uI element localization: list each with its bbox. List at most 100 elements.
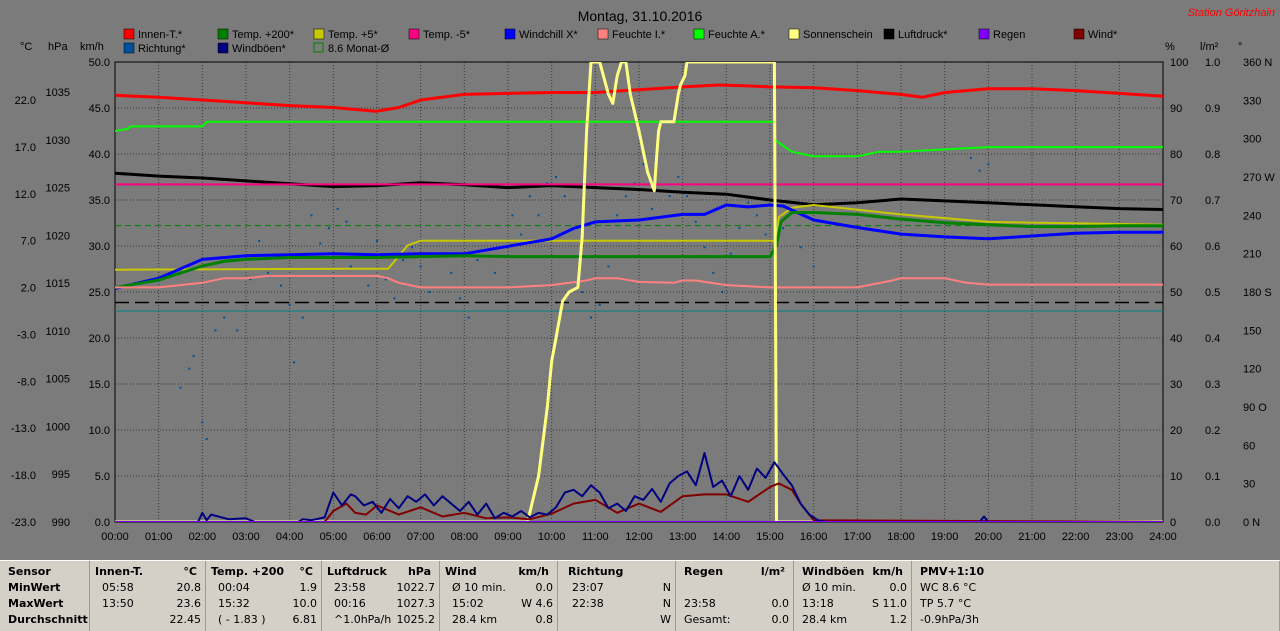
summary-col-unit: °C [299, 565, 313, 578]
tick-label-time: 19:00 [931, 531, 959, 543]
direction-dot [511, 214, 514, 217]
direction-dot [987, 163, 990, 166]
tick-label-hpa: 990 [52, 517, 70, 529]
tick-label-kmh: 25.0 [89, 287, 110, 299]
chart-area: Montag, 31.10.2016 Station Göritzhain °C hP… [0, 0, 1280, 560]
legend-label: Windchill X* [519, 29, 578, 41]
direction-dot [677, 176, 680, 178]
legend-swatch [504, 28, 516, 40]
summary-col-unit: km/h [518, 565, 549, 578]
tick-label-degree: 0 N [1243, 517, 1260, 529]
direction-dot [764, 233, 767, 236]
tick-label-time: 07:00 [407, 531, 435, 543]
summary-avg-time: 28.4 km [452, 613, 498, 626]
direction-dot [616, 214, 619, 217]
legend-swatch [597, 28, 609, 40]
summary-max-time: 22:38 [572, 597, 604, 610]
direction-dot [589, 316, 592, 319]
tick-label-degree: 180 S [1243, 287, 1272, 299]
summary-avg-time: Gesamt: [684, 613, 731, 626]
tick-label-percent: 40 [1170, 333, 1182, 345]
direction-dot [223, 316, 226, 319]
tick-label-time: 08:00 [451, 531, 479, 543]
summary-max-value: 1027.3 [396, 597, 436, 610]
summary-max-value: 10.0 [292, 597, 318, 610]
tick-label-degree: 330 [1243, 95, 1261, 107]
tick-label-percent: 90 [1170, 103, 1182, 115]
tick-label-rain: 0.0 [1205, 517, 1220, 529]
direction-dot [310, 214, 313, 217]
tick-label-degree: 270 W [1243, 172, 1275, 184]
direction-dot [192, 354, 195, 357]
direction-dot [279, 284, 282, 287]
plot-series-group [115, 62, 1163, 522]
tick-label-time: 16:00 [800, 531, 828, 543]
series-line [115, 204, 1163, 271]
direction-dot [642, 163, 645, 166]
summary-col-sensor: Sensor MinWert MaxWert Durchschnitt [0, 561, 90, 631]
direction-dot [520, 233, 523, 236]
legend-label: Feuchte A.* [708, 29, 766, 41]
legend-label: Windböen* [232, 43, 287, 55]
row-label-min: MinWert [8, 581, 61, 594]
chart-title: Montag, 31.10.2016 [578, 8, 703, 24]
legend-swatch [883, 28, 895, 40]
tick-label-hpa: 1020 [46, 230, 70, 242]
direction-dot [266, 271, 269, 274]
legend-swatch [313, 42, 324, 53]
tick-label-rain: 0.3 [1205, 379, 1220, 391]
tick-label-rain: 0.6 [1205, 241, 1220, 253]
summary-table: Sensor MinWert MaxWert Durchschnitt Inne… [0, 560, 1280, 631]
direction-dot [546, 182, 549, 185]
series-line [115, 452, 1163, 522]
tick-label-kmh: 20.0 [89, 333, 110, 345]
tick-label-time: 05:00 [320, 531, 348, 543]
direction-dot [345, 220, 348, 223]
row-label-max: MaxWert [8, 597, 64, 610]
tick-label-time: 23:00 [1106, 531, 1134, 543]
tick-label-rain: 0.4 [1205, 333, 1220, 345]
direction-dot [419, 265, 422, 268]
tick-label-celsius: 7.0 [21, 236, 36, 248]
tick-label-percent: 80 [1170, 149, 1182, 161]
legend-swatch [313, 28, 325, 40]
summary-min-time: WC 8.6 °C [920, 581, 977, 594]
tick-label-celsius: 12.0 [15, 189, 36, 201]
direction-dot [563, 195, 566, 198]
tick-label-time: 03:00 [232, 531, 260, 543]
tick-label-rain: 1.0 [1205, 57, 1220, 69]
tick-label-kmh: 35.0 [89, 195, 110, 207]
direction-dot [720, 291, 723, 293]
tick-label-rain: 0.7 [1205, 195, 1220, 207]
tick-label-time: 21:00 [1018, 531, 1046, 543]
direction-dot [668, 195, 671, 198]
tick-label-time: 20:00 [975, 531, 1003, 543]
tick-label-hpa: 1030 [46, 135, 70, 147]
tick-label-celsius: 22.0 [15, 95, 36, 107]
summary-avg-value: 0.8 [535, 613, 554, 626]
summary-avg-value: 22.45 [169, 613, 202, 626]
tick-label-time: 02:00 [189, 531, 217, 543]
summary-col-header: Luftdruck [327, 565, 387, 578]
direction-dot [349, 265, 352, 268]
summary-min-value: 1022.7 [396, 581, 436, 594]
direction-dot [179, 386, 182, 389]
summary-header: Sensor [8, 565, 51, 578]
tick-label-hpa: 1035 [46, 87, 70, 99]
axis-unit-rain: l/m² [1200, 41, 1219, 53]
tick-label-degree: 300 [1243, 134, 1261, 146]
summary-max-value: N [662, 597, 671, 610]
direction-dot [747, 201, 750, 204]
series-line [115, 211, 1163, 290]
summary-min-time: Ø 10 min. [802, 581, 856, 594]
direction-dot [410, 246, 413, 249]
summary-avg-value: 0.0 [771, 613, 790, 626]
tick-label-celsius: 17.0 [15, 142, 36, 154]
tick-label-rain: 0.2 [1205, 425, 1220, 437]
direction-dot [633, 182, 636, 185]
summary-max-time: 15:32 [218, 597, 250, 610]
axis-unit-hpa: hPa [48, 41, 68, 53]
axis-unit-kmh: km/h [80, 41, 104, 53]
direction-dot [393, 297, 396, 300]
tick-label-time: 24:00 [1149, 531, 1177, 543]
